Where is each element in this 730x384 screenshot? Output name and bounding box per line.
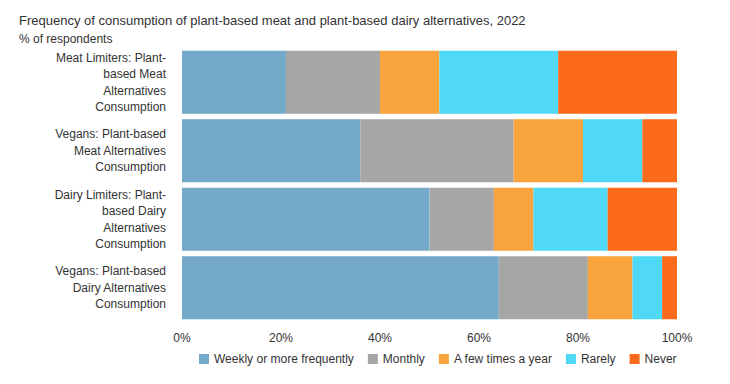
bar-segment	[380, 51, 439, 114]
bar-segment	[439, 51, 558, 114]
title: Frequency of consumption of plant-based …	[19, 13, 526, 28]
category-label-line: Consumption	[95, 100, 166, 114]
bars	[182, 51, 677, 320]
category-label-line: based Dairy	[102, 204, 166, 218]
category-label-line: Dairy Limiters: Plant-	[55, 188, 166, 202]
chart: Frequency of consumption of plant-based …	[0, 0, 730, 384]
bar-segment	[632, 256, 662, 319]
legend-swatch	[368, 354, 378, 364]
bar-segment	[182, 51, 286, 114]
bar-segment	[182, 119, 360, 182]
bar-segment	[642, 119, 677, 182]
category-label-line: Meat Limiters: Plant-	[56, 51, 166, 65]
x-tick-label: 20%	[269, 331, 293, 345]
category-label-line: based Meat	[103, 67, 166, 81]
category-label-line: Consumption	[95, 160, 166, 174]
legend-label: Weekly or more frequently	[214, 352, 354, 366]
category-label-line: Consumption	[95, 297, 166, 311]
bar-segment	[558, 51, 677, 114]
bar-segment	[360, 119, 513, 182]
legend-swatch	[566, 354, 576, 364]
legend-label: Never	[645, 352, 677, 366]
category-label: Meat Limiters: Plant-based Meat Alternati…	[56, 51, 167, 115]
category-label: Vegans: Plant-based Meat Alternatives Cons…	[55, 127, 166, 174]
x-tick-label: 80%	[566, 331, 590, 345]
bar-segment	[499, 256, 588, 319]
bar-segment	[182, 188, 430, 251]
legend-label: Monthly	[383, 352, 425, 366]
category-label-line: Dairy Alternatives	[73, 281, 166, 295]
legend: Weekly or more frequently Monthly A few ti…	[199, 352, 677, 366]
legend-label: Rarely	[581, 352, 616, 366]
bar-segment	[430, 188, 494, 251]
x-tick-label: 40%	[368, 331, 392, 345]
bar-segment	[182, 256, 499, 319]
legend-label: A few times a year	[454, 352, 552, 366]
bar-segment	[608, 188, 677, 251]
x-tick-label: 0%	[173, 331, 191, 345]
bar-segment	[514, 119, 583, 182]
subtitle: % of respondents	[19, 32, 112, 46]
category-label-line: Vegans: Plant-based	[55, 264, 166, 278]
x-tick-label: 60%	[467, 331, 491, 345]
category-label-line: Consumption	[95, 237, 166, 251]
category-label-line: Vegans: Plant-based	[55, 127, 166, 141]
bar-segment	[286, 51, 380, 114]
bar-segment	[662, 256, 677, 319]
bar-segment	[588, 256, 633, 319]
legend-swatch	[630, 354, 640, 364]
category-label: Vegans: Plant-based Dairy Alternatives Con…	[55, 264, 166, 311]
bar-segment	[583, 119, 642, 182]
category-label-line: Meat Alternatives	[74, 144, 166, 158]
legend-swatch	[199, 354, 209, 364]
x-tick-label: 100%	[662, 331, 693, 345]
bar-segment	[494, 188, 534, 251]
bar-segment	[533, 188, 607, 251]
category-label-line: Alternatives	[103, 221, 166, 235]
category-label: Dairy Limiters: Plant-based Dairy Alterna…	[55, 188, 166, 252]
category-label-line: Alternatives	[103, 84, 166, 98]
legend-swatch	[439, 354, 449, 364]
